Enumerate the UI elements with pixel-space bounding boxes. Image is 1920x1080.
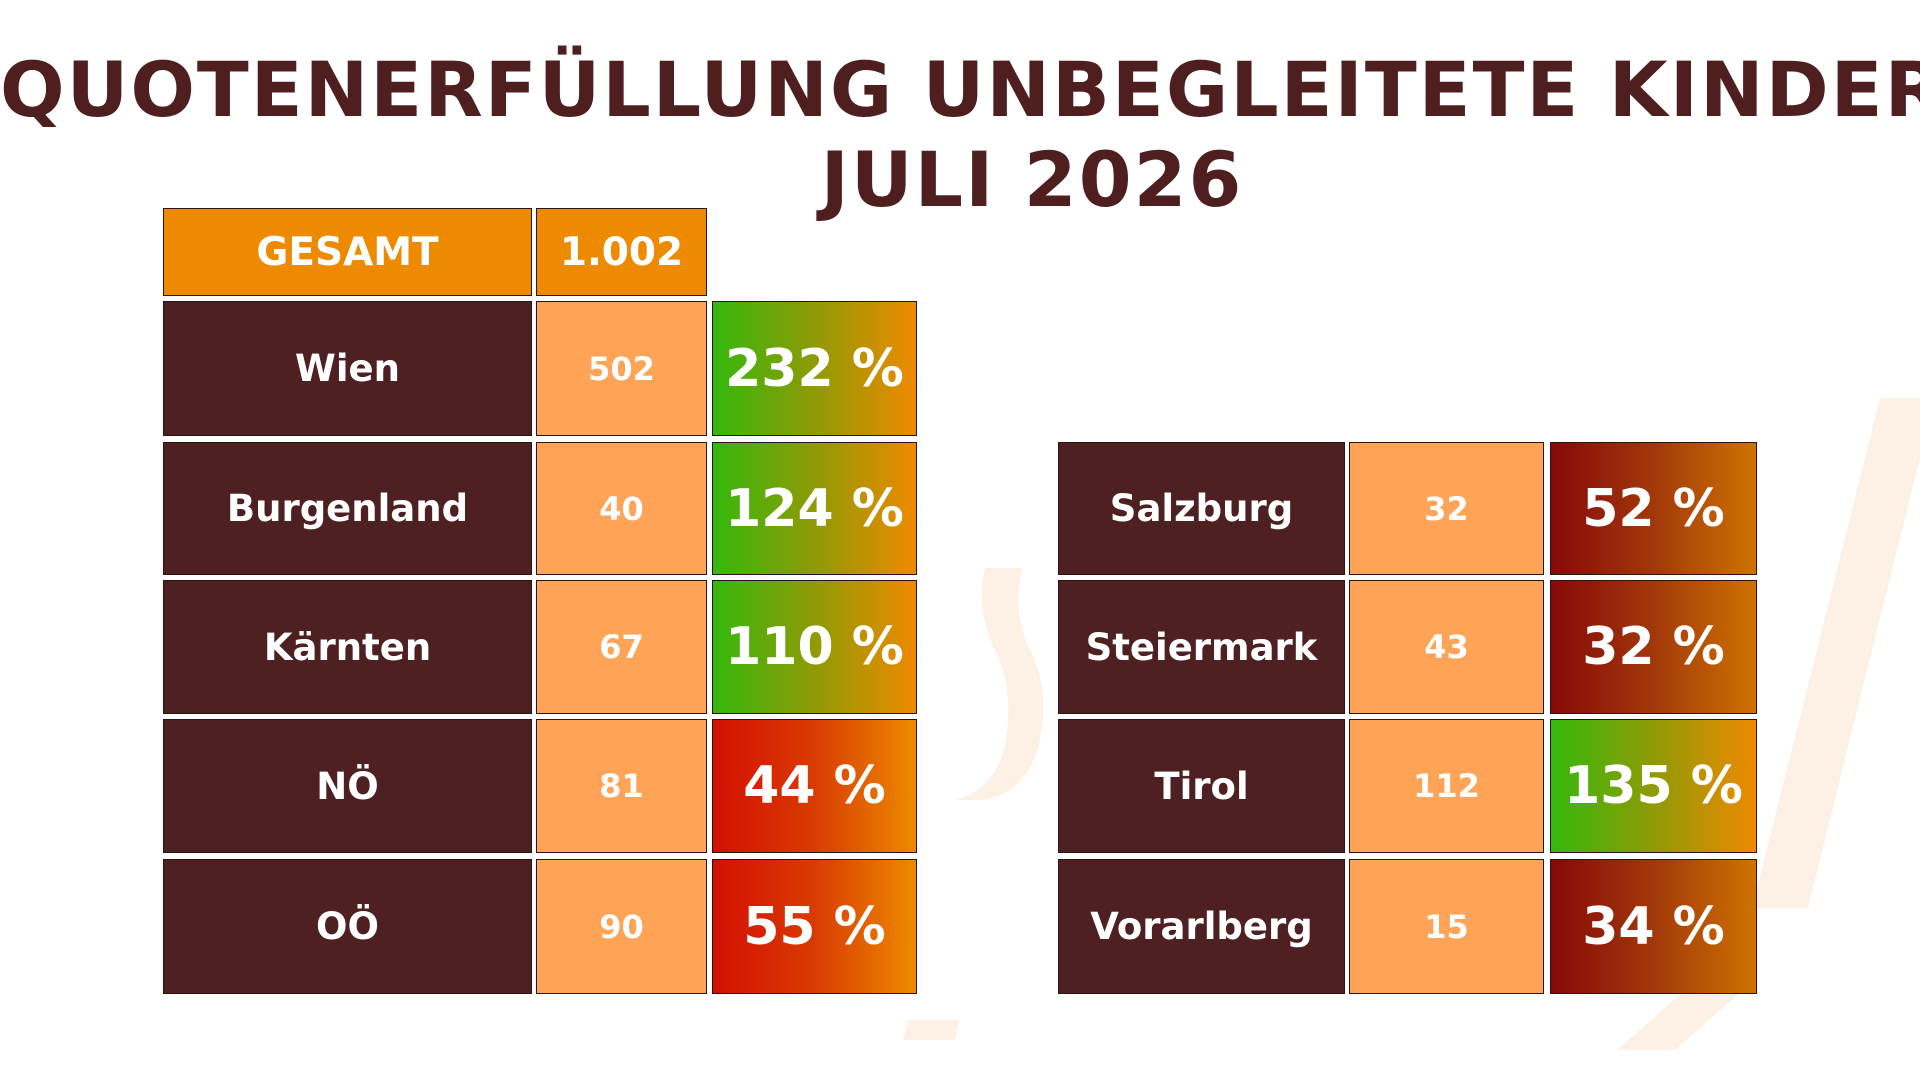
region-count: 502 bbox=[536, 301, 707, 436]
region-count: 81 bbox=[536, 719, 707, 853]
region-quota: 52 % bbox=[1550, 442, 1757, 575]
region-count: 43 bbox=[1349, 580, 1544, 714]
region-name: OÖ bbox=[163, 859, 532, 994]
region-count: 90 bbox=[536, 859, 707, 994]
region-name: NÖ bbox=[163, 719, 532, 853]
region-name: Wien bbox=[163, 301, 532, 436]
region-quota: 32 % bbox=[1550, 580, 1757, 714]
region-quota: 55 % bbox=[712, 859, 917, 994]
region-quota: 232 % bbox=[712, 301, 917, 436]
region-quota: 135 % bbox=[1550, 719, 1757, 853]
region-quota: 34 % bbox=[1550, 859, 1757, 994]
region-name: Vorarlberg bbox=[1058, 859, 1345, 994]
region-count: 32 bbox=[1349, 442, 1544, 575]
page-title: QUOTENERFÜLLUNG UNBEGLEITETE KINDER bbox=[0, 45, 1920, 134]
region-name: Salzburg bbox=[1058, 442, 1345, 575]
total-label: GESAMT bbox=[163, 208, 532, 296]
region-count: 112 bbox=[1349, 719, 1544, 853]
region-quota: 44 % bbox=[712, 719, 917, 853]
region-name: Burgenland bbox=[163, 442, 532, 575]
total-value: 1.002 bbox=[536, 208, 707, 296]
region-quota: 110 % bbox=[712, 580, 917, 714]
region-quota: 124 % bbox=[712, 442, 917, 575]
region-name: Tirol bbox=[1058, 719, 1345, 853]
region-count: 15 bbox=[1349, 859, 1544, 994]
region-count: 67 bbox=[536, 580, 707, 714]
region-count: 40 bbox=[536, 442, 707, 575]
region-name: Steiermark bbox=[1058, 580, 1345, 714]
page-subtitle: JULI 2026 bbox=[820, 135, 1244, 224]
region-name: Kärnten bbox=[163, 580, 532, 714]
